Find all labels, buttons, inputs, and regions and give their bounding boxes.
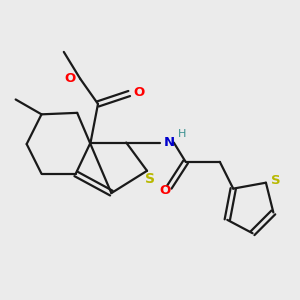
Text: H: H bbox=[178, 129, 186, 139]
Text: O: O bbox=[134, 86, 145, 99]
Text: N: N bbox=[164, 136, 175, 149]
Text: S: S bbox=[271, 174, 281, 187]
Text: O: O bbox=[159, 184, 170, 197]
Text: O: O bbox=[65, 72, 76, 85]
Text: S: S bbox=[145, 172, 155, 186]
